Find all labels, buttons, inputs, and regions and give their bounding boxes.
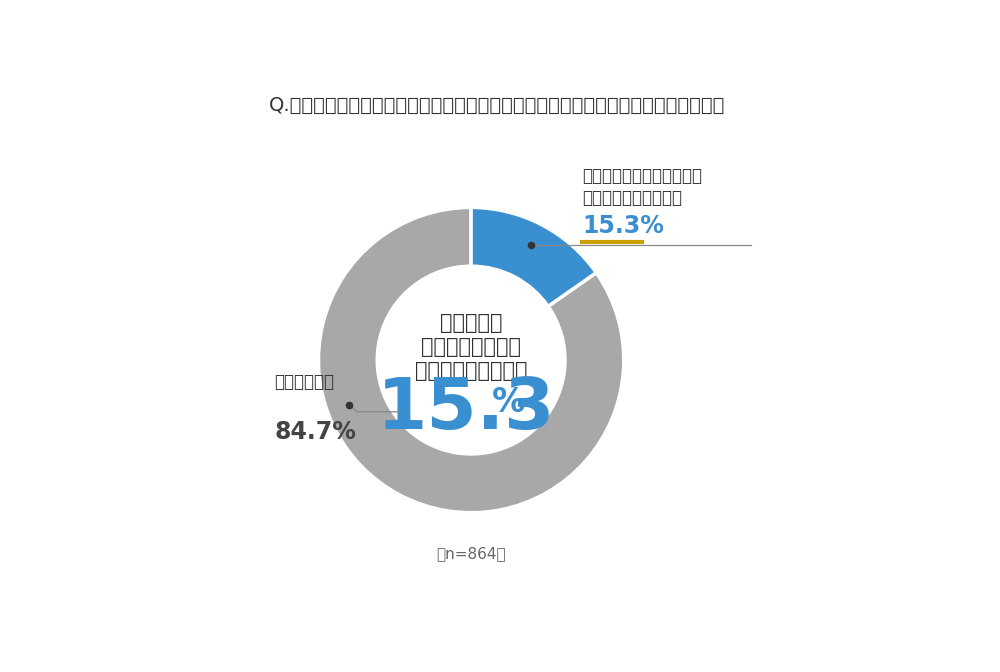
Text: 15.3: 15.3: [377, 375, 555, 444]
Text: 則して運用している: 則して運用している: [415, 362, 527, 382]
Text: に則して運用している: に則して運用している: [582, 189, 682, 207]
Wedge shape: [471, 208, 596, 306]
Text: 電子帳簿保存法に: 電子帳簿保存法に: [421, 337, 521, 357]
Text: ３区分全て電子帳簿保存法: ３区分全て電子帳簿保存法: [582, 167, 702, 185]
Wedge shape: [318, 208, 624, 513]
Text: Q.電子帳簿保存法についてあなたの会社の状況に該当するものを１つ選択ください。: Q.電子帳簿保存法についてあなたの会社の状況に該当するものを１つ選択ください。: [269, 96, 726, 115]
Text: その他の回答: その他の回答: [274, 373, 334, 391]
Text: （n=864）: （n=864）: [436, 546, 506, 562]
Text: 84.7%: 84.7%: [274, 419, 356, 444]
Text: 15.3%: 15.3%: [582, 214, 664, 239]
Text: ３区分全て: ３区分全て: [440, 312, 502, 333]
Text: %: %: [492, 386, 525, 419]
